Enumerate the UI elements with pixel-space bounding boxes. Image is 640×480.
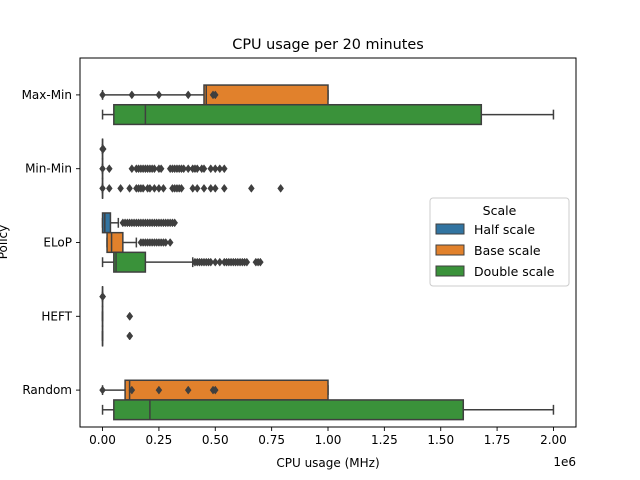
legend-label: Double scale xyxy=(474,264,555,279)
outlier-point xyxy=(248,183,255,193)
outlier-point xyxy=(220,183,228,193)
outlier-point xyxy=(128,90,136,100)
x-tick-label: 1.25 xyxy=(371,433,398,447)
legend-swatch xyxy=(435,244,465,256)
outlier-point xyxy=(99,144,107,154)
box xyxy=(203,84,329,106)
outlier-point xyxy=(146,183,154,193)
x-tick-label: 2.00 xyxy=(540,433,567,447)
y-axis-title: Policy xyxy=(0,225,10,260)
x-tick-label: 1.50 xyxy=(427,433,454,447)
outlier-point xyxy=(155,385,163,395)
y-tick-label: ELoP xyxy=(43,236,72,250)
outlier-point xyxy=(99,385,106,395)
legend-frame xyxy=(429,197,570,287)
x-tick-label: 0.50 xyxy=(202,433,229,447)
outlier-point xyxy=(139,183,147,193)
outlier-point xyxy=(151,164,158,174)
chart-title: CPU usage per 20 minutes xyxy=(232,37,423,53)
outlier-point xyxy=(99,90,106,100)
x-tick-label: 1.75 xyxy=(484,433,511,447)
outlier-point xyxy=(211,257,219,267)
outlier-point xyxy=(126,331,134,341)
outlier-point xyxy=(126,311,134,321)
outlier-point xyxy=(216,257,224,267)
box xyxy=(113,251,147,273)
x-tick-label: 0.25 xyxy=(146,433,173,447)
x-tick-label: 1.00 xyxy=(315,433,342,447)
legend-label: Base scale xyxy=(474,243,541,258)
box xyxy=(113,399,465,421)
outlier-point xyxy=(207,257,215,267)
outlier-point xyxy=(160,183,167,193)
outlier-point xyxy=(193,183,201,193)
box xyxy=(113,103,483,126)
outlier-point xyxy=(105,164,113,174)
outlier-point xyxy=(257,257,264,267)
outlier-point xyxy=(105,183,113,193)
outlier-point xyxy=(99,183,106,193)
outlier-point xyxy=(180,164,188,174)
outlier-point xyxy=(207,183,215,193)
y-tick-label: Random xyxy=(22,383,72,397)
x-axis-offset-label: 1e6 xyxy=(553,455,576,469)
box xyxy=(101,212,112,234)
outlier-point xyxy=(184,164,192,174)
outlier-point xyxy=(128,164,136,174)
outlier-point xyxy=(189,183,197,193)
outlier-point xyxy=(157,164,165,174)
outlier-point xyxy=(216,164,224,174)
outlier-point xyxy=(155,90,163,100)
outlier-point xyxy=(184,385,192,395)
outlier-point xyxy=(184,90,192,100)
y-tick-label: Max-Min xyxy=(22,88,72,102)
outlier-point xyxy=(171,218,179,228)
outlier-point xyxy=(220,164,228,174)
outlier-point xyxy=(162,238,169,247)
outlier-point xyxy=(128,385,136,395)
outlier-point xyxy=(151,183,158,193)
y-tick-label: Min-Min xyxy=(25,162,72,176)
legend-title: Scale xyxy=(483,203,517,218)
x-axis-title: CPU usage (MHz) xyxy=(276,456,379,470)
legend-swatch xyxy=(435,265,465,277)
outlier-point xyxy=(207,164,215,174)
outlier-point xyxy=(277,183,284,193)
outlier-point xyxy=(243,257,251,267)
outlier-point xyxy=(211,183,219,193)
outlier-point xyxy=(117,183,124,193)
outlier-point xyxy=(193,164,201,174)
outlier-point xyxy=(200,183,208,193)
y-tick-label: HEFT xyxy=(41,309,72,323)
outlier-point xyxy=(211,90,219,100)
x-tick-label: 0.75 xyxy=(258,433,285,447)
outlier-point xyxy=(178,183,185,193)
outlier-point xyxy=(211,385,219,395)
box xyxy=(124,379,329,401)
outlier-point xyxy=(99,292,107,302)
outlier-point xyxy=(99,164,106,174)
legend-swatch xyxy=(435,223,465,235)
outlier-point xyxy=(200,164,208,174)
box xyxy=(106,231,124,254)
legend: Scale Half scale Base scale Double scale xyxy=(429,197,570,287)
legend-label: Half scale xyxy=(474,222,535,237)
outlier-point xyxy=(166,238,174,247)
x-tick-label: 0.00 xyxy=(89,433,116,447)
outlier-point xyxy=(126,183,133,193)
outlier-point xyxy=(211,164,219,174)
outlier-point xyxy=(155,183,163,193)
